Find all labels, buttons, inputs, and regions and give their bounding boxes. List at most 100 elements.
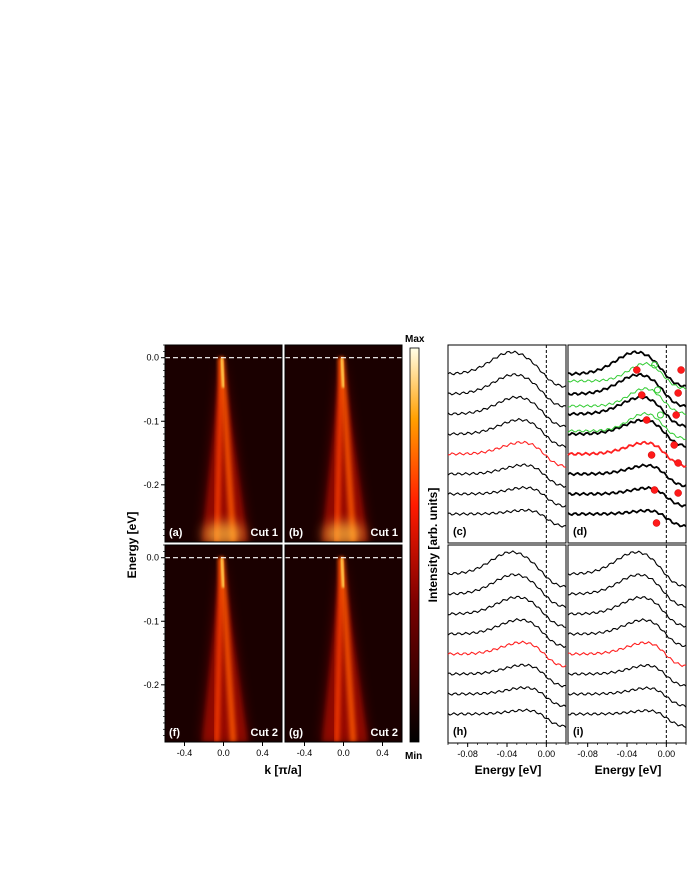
dispersion-branch-right	[218, 557, 237, 742]
edc-curve	[448, 663, 567, 688]
x-tick-label: 0.0	[217, 748, 230, 758]
intensity-axis-label: Intensity [arb. units]	[426, 488, 440, 603]
dispersion-branch-right	[218, 357, 237, 542]
colorbar-min-label: Min	[405, 751, 422, 762]
edc-energy-label-i: Energy [eV]	[595, 763, 662, 777]
edc-curve	[447, 573, 567, 609]
edc-curve-green	[567, 387, 687, 416]
edc-curve	[567, 550, 687, 589]
edc-curve	[568, 485, 687, 508]
panel-label: (d)	[573, 526, 587, 538]
edc-curve	[448, 508, 567, 528]
edc-curve	[567, 664, 687, 687]
edc-curve	[447, 373, 567, 408]
green-open-marker	[656, 411, 664, 419]
edc-curve	[447, 618, 567, 649]
red-peak-marker	[638, 391, 646, 399]
red-peak-marker	[674, 489, 682, 497]
edc-curve	[567, 463, 687, 488]
cut-label: Cut 1	[251, 527, 279, 539]
panel-label: (i)	[573, 726, 584, 738]
edc-curve	[567, 372, 687, 408]
cut-label: Cut 1	[371, 527, 399, 539]
edc-curve-highlight	[568, 641, 687, 668]
red-peak-marker	[674, 459, 682, 467]
colorbar-max-label: Max	[405, 334, 425, 345]
edc-curve	[447, 686, 567, 707]
cut-label: Cut 2	[371, 727, 399, 739]
x-tick-label: -0.4	[177, 748, 193, 758]
x-tick-label: -0.4	[297, 748, 313, 758]
y-tick-label: -0.2	[143, 680, 159, 690]
dispersion-apex	[340, 557, 345, 588]
bottom-intensity-glow	[203, 522, 244, 542]
heatmap-panel-f	[165, 545, 282, 742]
energy-axis-label-left: Energy [eV]	[125, 512, 139, 579]
red-peak-marker	[674, 389, 682, 397]
edc-panel-i: (i) -0.08 -0.04 0.00	[567, 544, 687, 759]
heatmap-frame	[284, 344, 403, 543]
colorbar: Max Min	[405, 334, 425, 762]
edc-panel-h: (h) -0.08 -0.04 0.00	[447, 544, 567, 759]
edc-panel-d: (d)	[567, 344, 687, 544]
heatmap-panel-b	[285, 345, 402, 542]
x-tick-label: -0.08	[457, 749, 478, 759]
k-axis-label: k [π/a]	[264, 763, 301, 777]
heatmap-panel-a	[165, 345, 282, 542]
x-tick-label: 0.00	[538, 749, 556, 759]
x-tick-label: -0.04	[617, 749, 638, 759]
x-tick-label: 0.4	[376, 748, 389, 758]
edc-energy-label-h: Energy [eV]	[475, 763, 542, 777]
red-peak-marker	[650, 486, 659, 494]
x-tick-label: 0.0	[337, 748, 350, 758]
red-peak-marker	[633, 366, 641, 374]
edc-curve-highlight	[567, 440, 687, 468]
panel-label: (a)	[169, 527, 183, 539]
edc-curve-green	[567, 411, 687, 441]
y-tick-label: 0.0	[146, 353, 159, 363]
edc-curve-highlight	[447, 640, 567, 668]
edc-curve-green	[567, 361, 687, 391]
green-open-marker	[653, 386, 661, 394]
edc-curve	[567, 686, 687, 708]
edc-panel-c: (c)	[447, 344, 567, 544]
red-peak-marker	[642, 416, 651, 424]
edc-curve	[447, 550, 567, 588]
edc-curve	[567, 508, 687, 528]
green-open-marker	[651, 361, 659, 369]
x-tick-label: -0.04	[497, 749, 518, 759]
y-tick-label: -0.1	[143, 416, 159, 426]
heatmap-frame	[164, 344, 283, 543]
edc-curve	[447, 395, 567, 428]
edc-curve	[567, 395, 687, 429]
panel-label: (b)	[289, 527, 303, 539]
dispersion-branch-right	[338, 357, 357, 542]
dispersion-apex	[340, 357, 345, 388]
edc-curve-highlight	[447, 440, 567, 468]
y-tick-label: -0.1	[143, 616, 159, 626]
dispersion-apex	[220, 357, 225, 388]
red-peak-marker	[647, 451, 656, 459]
cut-label: Cut 2	[251, 727, 279, 739]
colorbar-gradient	[409, 347, 420, 743]
x-tick-label: 0.4	[256, 748, 269, 758]
dispersion-branch-right	[338, 557, 357, 742]
edc-frame	[447, 544, 567, 744]
red-peak-marker	[672, 411, 680, 419]
y-tick-label: -0.2	[143, 480, 159, 490]
edc-curve	[567, 573, 687, 608]
edc-curve	[447, 708, 567, 728]
edc-curve	[447, 485, 567, 508]
edc-curve	[567, 417, 687, 448]
edc-curve	[447, 350, 567, 388]
x-tick-label: 0.00	[658, 749, 676, 759]
edc-curve	[447, 463, 567, 488]
dispersion-apex	[220, 557, 225, 588]
red-peak-marker	[652, 519, 661, 527]
red-peak-marker	[670, 441, 678, 449]
edc-curve	[567, 595, 687, 628]
edc-curve	[447, 417, 567, 449]
edc-frame	[567, 344, 687, 544]
edc-curve	[567, 618, 687, 647]
